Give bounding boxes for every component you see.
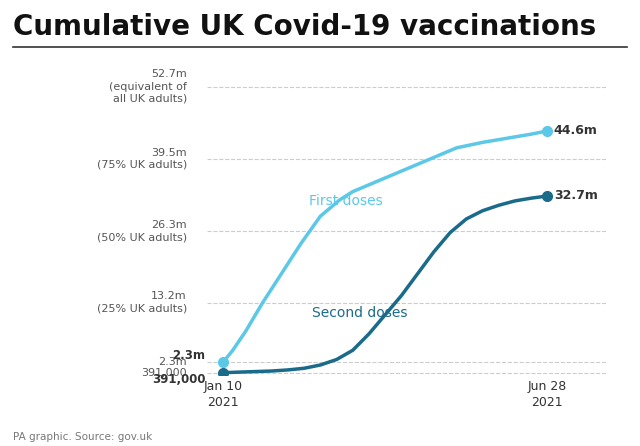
Text: 2.3m: 2.3m	[172, 349, 205, 362]
Text: 2.3m: 2.3m	[158, 357, 187, 367]
Text: 391,000: 391,000	[141, 368, 187, 378]
Text: 32.7m: 32.7m	[554, 190, 598, 202]
Text: Second doses: Second doses	[312, 306, 407, 320]
Text: 52.7m
(equivalent of
all UK adults): 52.7m (equivalent of all UK adults)	[109, 69, 187, 104]
Text: 26.3m
(50% UK adults): 26.3m (50% UK adults)	[97, 220, 187, 242]
Text: PA graphic. Source: gov.uk: PA graphic. Source: gov.uk	[13, 432, 152, 442]
Text: First doses: First doses	[310, 194, 383, 208]
Text: Cumulative UK Covid-19 vaccinations: Cumulative UK Covid-19 vaccinations	[13, 13, 596, 41]
Text: 39.5m
(75% UK adults): 39.5m (75% UK adults)	[97, 148, 187, 170]
Text: 391,000: 391,000	[152, 373, 205, 386]
Text: 13.2m
(25% UK adults): 13.2m (25% UK adults)	[97, 291, 187, 314]
Text: 44.6m: 44.6m	[554, 124, 598, 137]
